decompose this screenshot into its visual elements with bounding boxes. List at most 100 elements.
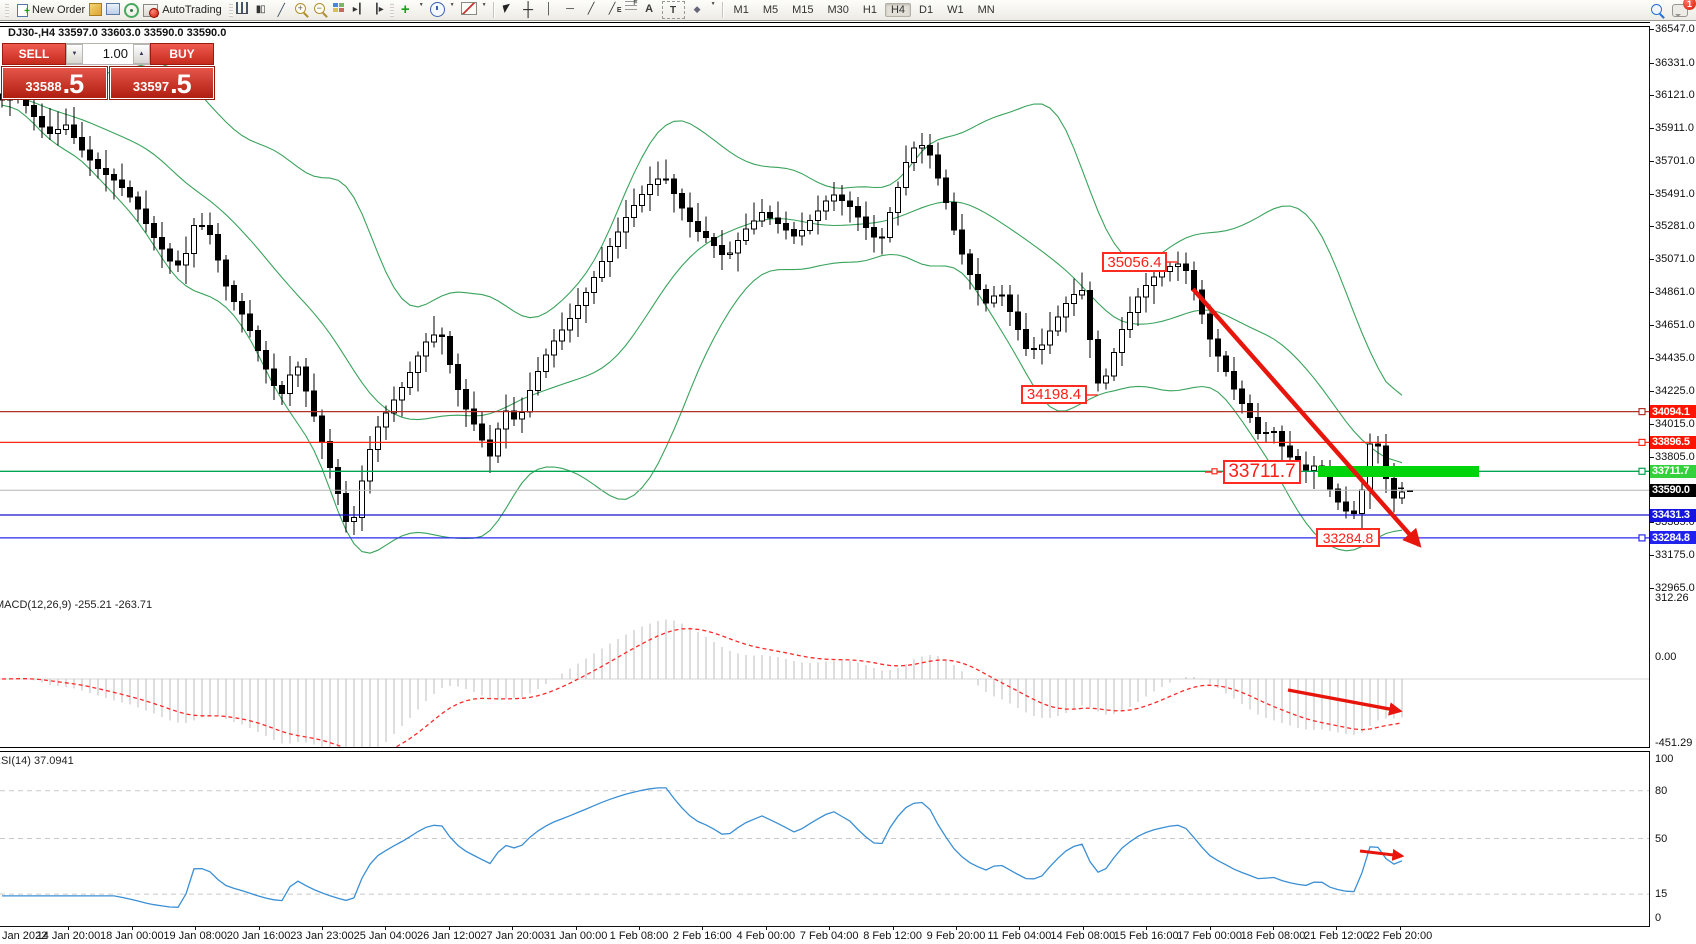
zoom-out-icon[interactable]: − [313, 2, 328, 17]
panel-separator[interactable] [0, 747, 1650, 752]
rsi-scale-label: 0 [1655, 912, 1662, 924]
tile-windows-icon[interactable] [332, 2, 345, 14]
equidistant-channel-icon[interactable]: ╱ [604, 1, 622, 19]
price-annotation-label[interactable]: 33711.7 [1223, 460, 1301, 484]
vertical-line-icon[interactable]: │ [545, 3, 553, 15]
cursor-icon[interactable]: ◤ [501, 2, 513, 15]
timeframe-w1[interactable]: W1 [947, 4, 964, 16]
buy-button[interactable]: BUY [150, 43, 214, 65]
axis-tick [322, 927, 323, 930]
periods-icon[interactable] [429, 2, 445, 17]
axis-tick [1649, 259, 1654, 261]
chart-shift-icon[interactable]: ┃▸ [373, 4, 384, 15]
time-tick-label: 14 Feb 08:00 [1050, 930, 1116, 942]
axis-tick [639, 927, 640, 930]
time-tick-label: 11 Feb 04:00 [987, 930, 1052, 942]
rsi-scale-label: 80 [1655, 784, 1668, 797]
price-annotation-label[interactable]: 35056.4 [1102, 252, 1167, 272]
zoom-in-icon[interactable]: + [294, 2, 309, 17]
dropdown-arrow-icon[interactable]: ▼ [710, 1, 716, 7]
price-tick-label: 34861.0 [1655, 285, 1695, 298]
buy-price-box[interactable]: 33597 .5 [108, 66, 215, 100]
time-tick-label: 18 Jan 00:00 [99, 930, 164, 942]
time-tick-label: 1 Feb 08:00 [609, 930, 669, 942]
main-price-chart[interactable] [0, 22, 1650, 591]
timeframe-d1[interactable]: D1 [919, 4, 934, 16]
macd-label: MACD(12,26,9) -255.21 -263.71 [0, 599, 153, 611]
new-order-label: New Order [32, 4, 86, 16]
support-zone-rectangle[interactable] [1318, 466, 1479, 477]
chat-button[interactable]: 1 [1671, 0, 1696, 18]
timeframe-h1[interactable]: H1 [862, 4, 877, 16]
axis-tick [575, 927, 577, 930]
market-watch-icon[interactable] [106, 2, 121, 15]
notification-badge: 1 [1683, 0, 1696, 10]
time-axis[interactable]: Jan 2022 14 Jan 20:00 18 Jan 00:00 19 Jan 0… [0, 927, 1696, 944]
macd-panel[interactable] [0, 596, 1650, 747]
time-tick-label: 4 Feb 00:00 [736, 930, 796, 942]
trendline-icon[interactable]: ╱ [587, 3, 595, 15]
buy-price-int: 33597 [132, 79, 170, 94]
timeframe-mn[interactable]: MN [977, 4, 995, 16]
signals-icon[interactable] [124, 2, 140, 18]
market-depth-icon[interactable] [89, 2, 103, 16]
price-tick-label: 35911.0 [1655, 122, 1694, 135]
price-annotation-label[interactable]: 34198.4 [1021, 385, 1087, 404]
text-icon[interactable]: A [645, 3, 654, 15]
text-label-icon[interactable]: T [661, 1, 685, 19]
autotrading-button[interactable]: AutoTrading [139, 3, 226, 18]
volume-stepper: ▼ 1.00 ▲ [66, 43, 150, 65]
timeframe-m30[interactable]: M30 [827, 4, 849, 16]
line-chart-icon[interactable]: ╱ [277, 3, 285, 17]
macd-scale-label: -451.29 [1655, 736, 1693, 749]
time-tick-label: 17 Feb 00:00 [1177, 930, 1243, 942]
price-tick-label: 36547.0 [1655, 22, 1695, 35]
bar-chart-icon[interactable] [235, 2, 248, 14]
candles [0, 76, 1405, 535]
axis-tick [1146, 927, 1148, 930]
axis-tick [131, 927, 133, 930]
downtrend-arrow[interactable] [1191, 287, 1422, 548]
sell-button[interactable]: SELL [2, 43, 66, 65]
volume-input[interactable]: 1.00 [102, 46, 128, 61]
time-tick-label: 20 Jan 16:00 [226, 930, 291, 942]
crosshair-icon[interactable]: ┼ [523, 1, 534, 17]
price-level-tag: 33896.5 [1650, 435, 1696, 449]
rsi-panel[interactable] [0, 752, 1650, 926]
toolbar-grip [389, 3, 394, 17]
dropdown-arrow-icon[interactable]: ▼ [418, 2, 424, 8]
price-annotation-label[interactable]: 33284.8 [1316, 528, 1380, 547]
templates-icon[interactable] [460, 2, 477, 15]
timeframe-m1[interactable]: M1 [733, 4, 749, 16]
axis-tick [1649, 226, 1654, 228]
candlestick-chart-icon[interactable]: ▮▯ [255, 4, 266, 15]
auto-scroll-icon[interactable]: ▸┃ [352, 4, 363, 15]
macd-trend-arrow[interactable] [1287, 688, 1403, 716]
volume-increase-button[interactable]: ▲ [133, 44, 150, 64]
rsi-trend-arrow[interactable] [1359, 848, 1405, 861]
volume-decrease-button[interactable]: ▼ [66, 44, 83, 64]
price-tick-label: 34015.0 [1655, 417, 1695, 430]
shapes-icon[interactable]: ◆ [693, 4, 701, 14]
price-axis[interactable]: 36547.0 36331.0 36121.0 35911.0 35701.0 35491… [1649, 22, 1696, 944]
horizontal-line-icon[interactable]: ─ [566, 3, 574, 15]
timeframe-h4[interactable]: H4 [884, 3, 912, 17]
panel-separator[interactable] [0, 22, 1650, 27]
toolbar-grip [5, 3, 9, 17]
time-tick-label: 8 Feb 12:00 [863, 930, 922, 942]
axis-tick [258, 927, 260, 930]
macd-scale-label: 0.00 [1655, 651, 1677, 663]
new-order-button[interactable]: New Order [12, 3, 89, 20]
timeframe-m15[interactable]: M15 [792, 4, 814, 16]
fibonacci-icon[interactable] [624, 0, 638, 12]
axis-tick [385, 927, 387, 930]
axis-tick [1649, 291, 1654, 293]
indicators-icon[interactable]: + [400, 1, 410, 18]
chart-window[interactable]: DJ30-,H4 33597.0 33603.0 33590.0 33590.0… [0, 22, 1696, 944]
symbol-ohlc-header: DJ30-,H4 33597.0 33603.0 33590.0 33590.0 [8, 27, 227, 39]
sell-price-box[interactable]: 33588 .5 [1, 66, 108, 100]
search-icon[interactable] [1650, 3, 1665, 18]
dropdown-arrow-icon[interactable]: ▼ [449, 2, 455, 8]
timeframe-m5[interactable]: M5 [762, 4, 779, 16]
dropdown-arrow-icon[interactable]: ▼ [481, 2, 487, 8]
